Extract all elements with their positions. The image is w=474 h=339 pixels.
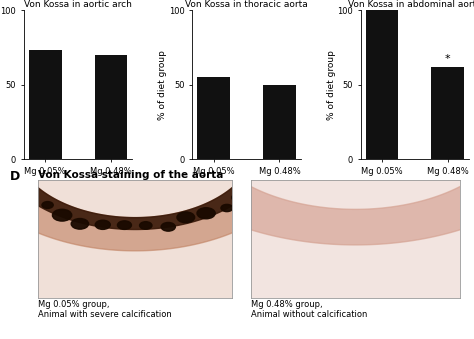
Circle shape xyxy=(197,208,215,219)
Bar xyxy=(28,51,62,159)
Text: *: * xyxy=(445,54,451,64)
Circle shape xyxy=(95,220,110,230)
Polygon shape xyxy=(152,153,474,245)
Text: Von Kossa staining of the aorta: Von Kossa staining of the aorta xyxy=(38,170,223,179)
Circle shape xyxy=(177,212,195,223)
Text: Mg 0.05% group,
Animal with severe calcification: Mg 0.05% group, Animal with severe calci… xyxy=(38,300,172,319)
Circle shape xyxy=(118,221,131,230)
Title: Calcification detected with
Von Kossa in abdominal aorta: Calcification detected with Von Kossa in… xyxy=(348,0,474,9)
Bar xyxy=(94,55,128,159)
Text: D: D xyxy=(9,170,20,182)
Circle shape xyxy=(161,222,175,231)
Title: Calcification detected with
Von Kossa in thoracic aorta: Calcification detected with Von Kossa in… xyxy=(185,0,308,9)
Circle shape xyxy=(232,192,250,203)
Title: Calcification detected with
Von Kossa in aortic arch: Calcification detected with Von Kossa in… xyxy=(17,0,139,9)
Polygon shape xyxy=(17,183,253,230)
Bar xyxy=(365,10,399,159)
Circle shape xyxy=(221,204,233,212)
Circle shape xyxy=(42,202,53,208)
Circle shape xyxy=(71,219,89,229)
Bar xyxy=(197,77,230,159)
Y-axis label: % of diet group: % of diet group xyxy=(327,50,336,120)
Circle shape xyxy=(53,209,72,221)
Bar xyxy=(263,85,296,159)
Circle shape xyxy=(139,222,152,229)
Circle shape xyxy=(24,195,34,201)
Text: Mg 0.48% group,
Animal without calcification: Mg 0.48% group, Animal without calcifica… xyxy=(251,300,368,319)
Bar xyxy=(431,67,465,159)
Polygon shape xyxy=(0,183,283,251)
Y-axis label: % of diet group: % of diet group xyxy=(158,50,167,120)
